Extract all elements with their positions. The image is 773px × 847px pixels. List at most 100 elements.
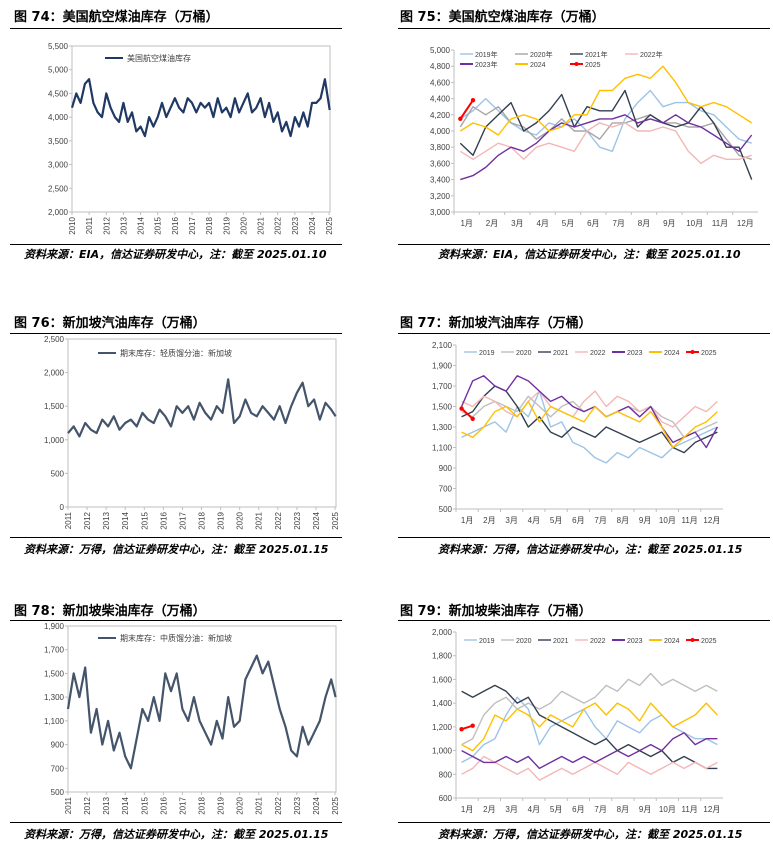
legend-label: 2019 bbox=[479, 638, 495, 645]
x-tick-label: 11月 bbox=[712, 219, 728, 228]
x-tick-label: 2023 bbox=[293, 796, 302, 814]
y-tick-label: 5,500 bbox=[48, 42, 69, 51]
y-tick-label: 600 bbox=[439, 794, 453, 803]
x-tick-label: 2014 bbox=[121, 511, 130, 529]
x-tick-label: 6月 bbox=[572, 805, 584, 814]
x-tick-label: 2017 bbox=[178, 511, 187, 529]
x-tick-label: 2011 bbox=[64, 511, 73, 529]
legend-marker bbox=[574, 62, 579, 66]
y-tick-label: 2,500 bbox=[44, 335, 65, 344]
series-line-2024 bbox=[461, 400, 718, 449]
x-tick-label: 10月 bbox=[659, 516, 676, 525]
legend-label: 2023 bbox=[627, 350, 643, 357]
y-tick-label: 4,800 bbox=[430, 62, 451, 71]
x-tick-label: 5月 bbox=[550, 805, 562, 814]
series-line-2022 bbox=[461, 755, 718, 781]
x-tick-label: 2022 bbox=[274, 216, 283, 234]
legend-label: 2020 bbox=[516, 350, 532, 357]
x-tick-label: 2月 bbox=[483, 516, 495, 525]
x-tick-label: 5月 bbox=[562, 219, 574, 228]
x-tick-label: 10月 bbox=[686, 219, 703, 228]
series-line-2019 bbox=[461, 696, 718, 764]
x-tick-label: 12月 bbox=[703, 805, 720, 814]
chart-c79: 600 800 1,000 1,200 1,400 1,600 1,800 2,000 1月 2月… bbox=[432, 628, 723, 814]
y-tick-label: 4,600 bbox=[430, 78, 451, 87]
legend-label: 2025 bbox=[585, 62, 601, 69]
y-tick-label: 1,900 bbox=[432, 362, 453, 371]
x-tick-label: 2025 bbox=[331, 796, 340, 814]
x-tick-label: 2021 bbox=[257, 216, 266, 234]
source-rule bbox=[10, 244, 342, 245]
x-tick-label: 11月 bbox=[681, 516, 697, 525]
legend-label: 2019 bbox=[479, 350, 495, 357]
y-tick-label: 1,700 bbox=[432, 382, 453, 391]
chart-c75: 3,000 3,200 3,400 3,600 3,800 4,000 4,200 4,400… bbox=[430, 46, 758, 228]
x-tick-label: 2024 bbox=[308, 216, 317, 234]
legend-label: 2021 bbox=[553, 638, 569, 645]
x-tick-label: 12月 bbox=[703, 516, 720, 525]
y-tick-label: 4,000 bbox=[430, 127, 451, 136]
x-tick-label: 2013 bbox=[102, 511, 111, 529]
x-tick-label: 2025 bbox=[331, 511, 340, 529]
x-tick-label: 3月 bbox=[505, 516, 517, 525]
x-tick-label: 8月 bbox=[617, 516, 629, 525]
y-tick-label: 2,500 bbox=[48, 184, 69, 193]
x-tick-label: 1月 bbox=[461, 516, 473, 525]
title-rule bbox=[10, 333, 342, 334]
title-rule bbox=[10, 620, 342, 621]
title-rule bbox=[10, 28, 342, 29]
legend-label: 2023 bbox=[627, 638, 643, 645]
y-tick-label: 1,200 bbox=[432, 723, 453, 732]
y-tick-label: 500 bbox=[439, 505, 453, 514]
series-line-2024 bbox=[461, 702, 718, 752]
x-tick-label: 2014 bbox=[137, 216, 146, 234]
x-tick-label: 2011 bbox=[64, 796, 73, 814]
chart-title: 图 76：新加坡汽油库存（万桶） bbox=[14, 316, 206, 331]
series-line-期末库存：中质馏分油：新加坡 bbox=[66, 654, 337, 770]
y-tick-label: 2,000 bbox=[432, 628, 453, 637]
x-tick-label: 2023 bbox=[293, 511, 302, 529]
legend-label: 期末库存：中质馏分油：新加坡 bbox=[120, 633, 232, 643]
x-tick-label: 7月 bbox=[612, 219, 624, 228]
chart-title: 图 75：美国航空煤油库存（万桶） bbox=[400, 10, 605, 25]
x-tick-label: 9月 bbox=[663, 219, 675, 228]
x-tick-label: 4月 bbox=[528, 516, 540, 525]
y-tick-label: 3,000 bbox=[48, 161, 69, 170]
legend-label: 2022 bbox=[590, 638, 606, 645]
x-tick-label: 12月 bbox=[737, 219, 754, 228]
y-tick-label: 500 bbox=[51, 788, 65, 797]
source-rule bbox=[398, 537, 770, 538]
series-line-2020 bbox=[461, 672, 718, 746]
x-tick-label: 3月 bbox=[505, 805, 517, 814]
y-tick-label: 1,500 bbox=[44, 402, 65, 411]
series-line-美国航空煤油库存 bbox=[70, 78, 331, 138]
chart-title: 图 74：美国航空煤油库存（万桶） bbox=[14, 10, 219, 25]
x-tick-label: 2021 bbox=[255, 796, 264, 814]
x-tick-label: 2月 bbox=[486, 219, 498, 228]
legend-label: 2019年 bbox=[475, 50, 498, 59]
x-tick-label: 5月 bbox=[550, 516, 562, 525]
y-tick-label: 1,300 bbox=[44, 693, 65, 702]
y-tick-label: 1,000 bbox=[44, 436, 65, 445]
y-tick-label: 0 bbox=[60, 503, 65, 512]
legend-label: 美国航空煤油库存 bbox=[127, 53, 191, 63]
x-tick-label: 2012 bbox=[102, 216, 111, 234]
source-rule bbox=[10, 537, 342, 538]
y-tick-label: 1,600 bbox=[432, 675, 453, 684]
x-tick-label: 2月 bbox=[483, 805, 495, 814]
x-tick-label: 2016 bbox=[159, 511, 168, 529]
legend-label: 2021 bbox=[553, 350, 569, 357]
legend-label: 2025 bbox=[701, 350, 717, 357]
x-tick-label: 2012 bbox=[83, 796, 92, 814]
y-tick-label: 4,000 bbox=[48, 113, 69, 122]
x-tick-label: 2018 bbox=[205, 216, 214, 234]
x-tick-label: 2019 bbox=[217, 511, 226, 529]
y-tick-label: 3,500 bbox=[48, 137, 69, 146]
series-line-2022 bbox=[461, 390, 718, 428]
x-tick-label: 2011 bbox=[85, 216, 94, 234]
y-tick-label: 4,500 bbox=[48, 89, 69, 98]
y-tick-label: 4,200 bbox=[430, 111, 451, 120]
source-rule bbox=[398, 244, 770, 245]
y-tick-label: 1,900 bbox=[44, 622, 65, 631]
legend-label: 2024 bbox=[664, 638, 680, 645]
